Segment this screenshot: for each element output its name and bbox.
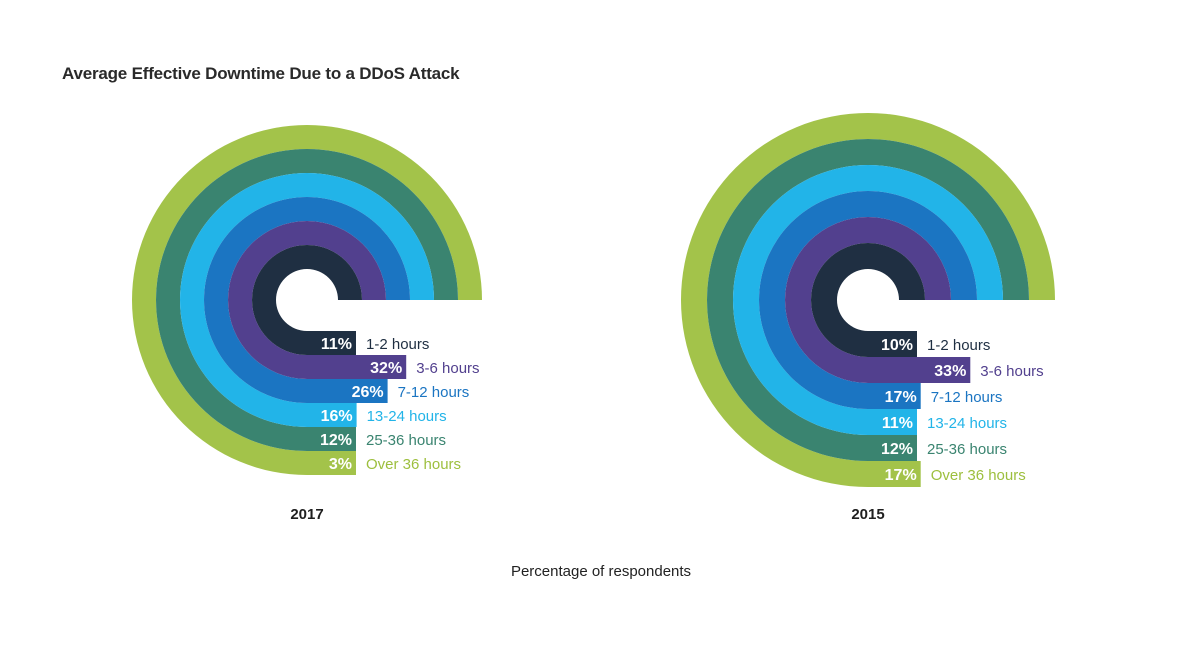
category-label: Over 36 hours	[931, 467, 1026, 484]
chart-2017: 3% Over 36 hours 12% 25-36 hours 16% 13-24 ho…	[132, 125, 482, 475]
category-label: 7-12 hours	[931, 389, 1003, 406]
ring-3-6-hours	[228, 221, 407, 379]
year-label-2017: 2017	[290, 506, 324, 523]
value-label: 12%	[320, 432, 352, 449]
value-label: 16%	[321, 408, 353, 425]
ring-3-6-hours	[785, 217, 971, 383]
category-label: 3-6 hours	[416, 360, 479, 377]
category-label: 1-2 hours	[366, 336, 429, 353]
value-label: 10%	[881, 337, 913, 354]
value-label: 11%	[882, 415, 913, 432]
category-label: 25-36 hours	[366, 432, 446, 449]
value-label: 11%	[321, 336, 352, 353]
category-label: 25-36 hours	[927, 441, 1007, 458]
category-label: 7-12 hours	[398, 384, 470, 401]
value-label: 17%	[885, 467, 917, 484]
value-label: 12%	[881, 441, 913, 458]
category-label: 13-24 hours	[927, 415, 1007, 432]
value-label: 33%	[934, 363, 966, 380]
axis-caption: Percentage of respondents	[510, 563, 692, 580]
ring-1-2-hours	[811, 243, 925, 357]
chart-2015: 17% Over 36 hours 12% 25-36 hours 11% 13-24 h…	[681, 113, 1055, 487]
ring-1-2-hours	[252, 245, 362, 355]
category-label: Over 36 hours	[366, 456, 461, 473]
year-label-2015: 2015	[851, 506, 885, 523]
category-label: 1-2 hours	[927, 337, 990, 354]
value-label: 3%	[329, 456, 352, 473]
category-label: 3-6 hours	[980, 363, 1043, 380]
value-label: 32%	[370, 360, 402, 377]
value-label: 26%	[352, 384, 384, 401]
category-label: 13-24 hours	[367, 408, 447, 425]
chart-title: Average Effective Downtime Due to a DDoS…	[62, 64, 460, 83]
value-label: 17%	[885, 389, 917, 406]
